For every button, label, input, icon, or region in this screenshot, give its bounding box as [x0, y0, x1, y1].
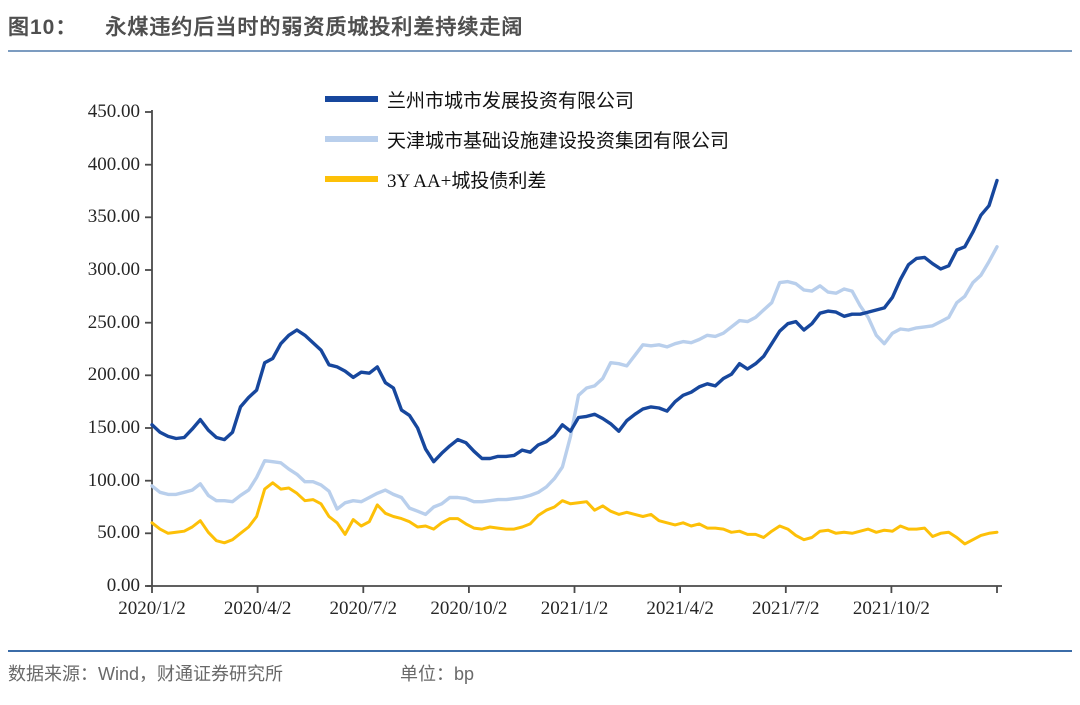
- y-axis-label: 300.00: [87, 259, 140, 280]
- series-line-lanzhou: [150, 178, 999, 464]
- y-axis-label: 450.00: [87, 101, 140, 122]
- y-axis-label: 250.00: [87, 311, 140, 333]
- x-axis-label: 2020/4/2: [223, 598, 292, 619]
- x-axis-label: 2021/1/2: [540, 598, 609, 619]
- x-axis-label: 2021/10/2: [852, 598, 930, 619]
- legend-item-lanzhou: 兰州市城市发展投资有限公司: [325, 79, 729, 119]
- x-axis-label: 2020/1/2: [118, 598, 186, 619]
- x-axis-label: 2020/10/2: [430, 598, 508, 619]
- x-axis-label: 2020/7/2: [329, 598, 398, 619]
- legend: 兰州市城市发展投资有限公司 天津城市基础设施建设投资集团有限公司 3Y AA+城…: [325, 79, 729, 199]
- legend-swatch-lanzhou: [325, 96, 378, 102]
- legend-swatch-3y-aa-plus: [325, 176, 378, 182]
- legend-item-3y-aa-plus: 3Y AA+城投债利差: [325, 159, 729, 199]
- legend-swatch-tianjin: [325, 136, 378, 142]
- title-divider: [8, 50, 1072, 52]
- x-axis-label: 2021/7/2: [751, 598, 820, 619]
- y-axis-label: 400.00: [87, 153, 140, 175]
- series-line-tianjin: [150, 245, 999, 517]
- footer-divider: [8, 650, 1072, 652]
- figure-header: 图10： 永煤违约后当时的弱资质城投利差持续走阔: [8, 11, 523, 41]
- x-axis-label: 2021/4/2: [646, 598, 714, 619]
- figure-title: 永煤违约后当时的弱资质城投利差持续走阔: [105, 16, 524, 39]
- footer: 数据来源：Wind，财通证券研究所 单位：bp: [8, 660, 1072, 690]
- series-line-3y-aa-plus: [150, 481, 999, 546]
- data-source-note: 数据来源：Wind，财通证券研究所: [8, 664, 284, 684]
- unit-note: 单位：bp: [400, 664, 475, 684]
- y-axis-label: 100.00: [87, 469, 140, 491]
- legend-label-tianjin: 天津城市基础设施建设投资集团有限公司: [387, 130, 730, 152]
- legend-item-tianjin: 天津城市基础设施建设投资集团有限公司: [325, 119, 729, 159]
- figure-number: 图10：: [8, 16, 78, 39]
- y-axis-label: 350.00: [87, 206, 140, 228]
- legend-label-lanzhou: 兰州市城市发展投资有限公司: [387, 90, 635, 112]
- legend-label-3y-aa-plus: 3Y AA+城投债利差: [387, 170, 547, 192]
- y-axis-label: 0.00: [106, 575, 140, 596]
- axis-ticks: [145, 111, 998, 593]
- y-axis-label: 150.00: [87, 417, 140, 438]
- y-axis-label: 50.00: [97, 522, 140, 544]
- y-axis-label: 200.00: [87, 364, 140, 386]
